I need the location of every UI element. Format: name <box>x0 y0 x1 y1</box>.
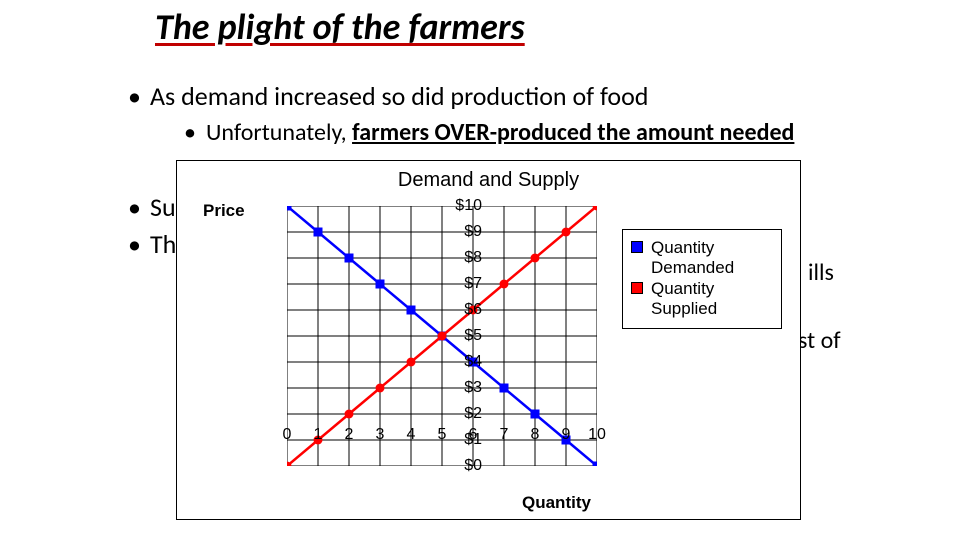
x-tick-label: 2 <box>345 426 354 444</box>
bullet-1a-pre: Unfortunately, <box>206 118 352 147</box>
y-tick-label: $7 <box>442 275 482 293</box>
x-tick-label: 8 <box>531 426 540 444</box>
x-tick-label: 1 <box>314 426 323 444</box>
y-tick-label: $5 <box>442 327 482 345</box>
legend-label-supplied: Quantity Supplied <box>651 279 773 318</box>
y-tick-label: $3 <box>442 379 482 397</box>
fragment-stof: st of <box>798 326 841 355</box>
legend-swatch-supplied <box>631 282 643 294</box>
bullet-1: As demand increased so did production of… <box>128 81 928 112</box>
bullet-1a: Unfortunately, farmers OVER-produced the… <box>184 118 928 148</box>
x-tick-label: 3 <box>376 426 385 444</box>
y-tick-label: $0 <box>442 457 482 475</box>
legend-item-demanded: Quantity Demanded <box>631 238 773 277</box>
chart-title: Demand and Supply <box>177 169 800 192</box>
x-tick-label: 9 <box>562 426 571 444</box>
legend-label-demanded: Quantity Demanded <box>651 238 773 277</box>
x-tick-label: 10 <box>588 426 606 444</box>
y-tick-label: $2 <box>442 405 482 423</box>
x-axis-label: Quantity <box>522 493 591 513</box>
y-tick-label: $6 <box>442 301 482 319</box>
slide: The plight of the farmers As demand incr… <box>0 0 960 540</box>
y-tick-label: $9 <box>442 223 482 241</box>
legend-item-supplied: Quantity Supplied <box>631 279 773 318</box>
slide-title: The plight of the farmers <box>155 5 525 49</box>
x-tick-label: 6 <box>469 426 478 444</box>
demand-supply-chart: Demand and Supply Price Quantity $0$1$2$… <box>176 160 801 520</box>
y-tick-label: $8 <box>442 249 482 267</box>
x-tick-label: 7 <box>500 426 509 444</box>
chart-legend: Quantity Demanded Quantity Supplied <box>622 229 782 329</box>
fragment-ills: ills <box>808 258 834 287</box>
y-axis-label: Price <box>203 201 245 221</box>
x-tick-label: 4 <box>407 426 416 444</box>
bullet-1a-emph: farmers OVER-produced the amount needed <box>352 118 794 147</box>
y-tick-label: $4 <box>442 353 482 371</box>
x-tick-label: 0 <box>283 426 292 444</box>
y-tick-label: $10 <box>442 197 482 215</box>
x-tick-label: 5 <box>438 426 447 444</box>
legend-swatch-demanded <box>631 241 643 253</box>
